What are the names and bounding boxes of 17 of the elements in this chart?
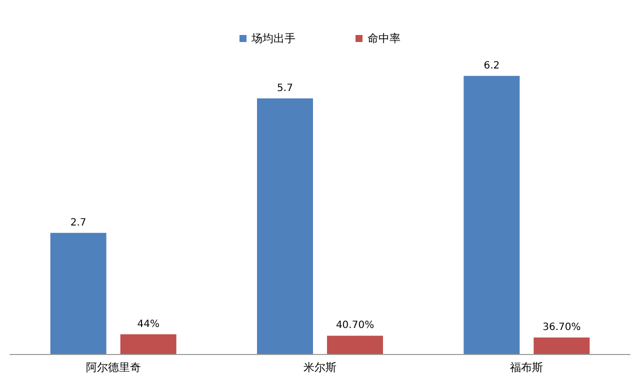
bar bbox=[534, 338, 590, 354]
bar bbox=[464, 76, 520, 354]
data-label: 40.70% bbox=[336, 320, 374, 332]
bar bbox=[257, 98, 313, 354]
data-label: 2.7 bbox=[70, 217, 86, 228]
legend-label: 命中率 bbox=[368, 32, 400, 45]
data-label: 5.7 bbox=[277, 82, 293, 94]
bar bbox=[50, 232, 106, 354]
bar bbox=[327, 336, 383, 354]
x-tick-label: 阿尔德里奇 bbox=[86, 361, 141, 374]
x-tick-label: 米尔斯 bbox=[304, 361, 336, 374]
x-tick-label: 福布斯 bbox=[510, 361, 544, 374]
data-label: 36.70% bbox=[542, 322, 581, 334]
data-label: 6.2 bbox=[484, 60, 500, 72]
legend-label: 场均出手 bbox=[250, 32, 296, 45]
data-label: 44% bbox=[137, 318, 160, 330]
bar bbox=[120, 334, 176, 354]
